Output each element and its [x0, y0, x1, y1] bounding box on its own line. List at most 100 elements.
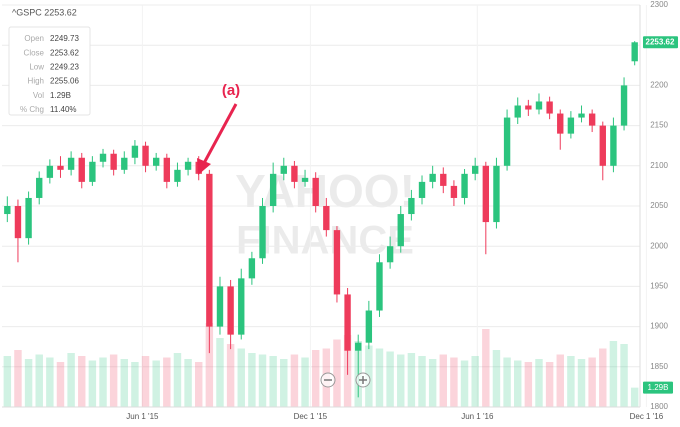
y-tick-label: 2300 — [650, 0, 668, 9]
y-tick-label: 1900 — [650, 322, 668, 331]
info-label: High — [28, 77, 44, 86]
info-label: % Chg — [20, 105, 44, 114]
candle-body — [227, 286, 234, 335]
candle-body — [248, 258, 256, 279]
candle-body — [386, 246, 394, 263]
volume-bar — [620, 344, 628, 407]
volume-bar — [280, 359, 288, 407]
volume-bar — [524, 362, 533, 407]
y-tick-label: 1850 — [650, 362, 668, 371]
candle-body — [546, 101, 553, 114]
volume-bar — [460, 360, 469, 407]
info-value: 2249.73 — [50, 34, 79, 43]
candle-body — [471, 165, 479, 174]
candle-body — [610, 125, 617, 166]
y-tick-label: 2100 — [650, 161, 668, 170]
volume-bar — [311, 350, 320, 407]
price-badge — [643, 36, 678, 49]
volume-bar — [67, 353, 75, 407]
volume-bar — [35, 354, 43, 407]
candle-body — [216, 286, 224, 327]
volume-bar — [3, 356, 12, 407]
volume-bar — [237, 348, 245, 407]
candle-body — [121, 157, 128, 170]
volume-bar — [407, 353, 416, 407]
candle-body — [46, 165, 54, 178]
volume-bar — [120, 359, 129, 407]
candle-body — [78, 157, 85, 182]
x-tick-label: Dec 1 '15 — [294, 412, 328, 421]
annotation: (a) — [222, 82, 240, 99]
candle-body — [152, 157, 160, 166]
candle-body — [333, 230, 341, 295]
volume-bar — [556, 354, 564, 407]
volume-bar — [609, 341, 618, 407]
candle-body — [301, 177, 309, 182]
zoom-out[interactable] — [320, 372, 336, 388]
candle-body — [557, 113, 564, 134]
grid — [2, 4, 647, 408]
info-value: 2249.23 — [50, 63, 79, 72]
info-value: 2253.62 — [50, 48, 79, 57]
candle-body — [312, 177, 319, 206]
candle-body — [620, 85, 628, 126]
volume-bar — [56, 362, 65, 407]
volume-bar — [141, 356, 150, 407]
candle-body — [142, 145, 149, 166]
volume-bar — [152, 360, 160, 407]
volume-bar — [88, 360, 97, 407]
volume-bar — [375, 348, 384, 407]
volume-bar — [630, 387, 639, 407]
volume-bar — [24, 359, 33, 407]
candle-body — [280, 165, 287, 174]
volume-bar — [513, 360, 522, 407]
volume-bar — [99, 357, 107, 407]
candle-body — [99, 153, 107, 162]
candle-body — [206, 173, 213, 327]
volume-bar — [226, 344, 235, 407]
volume-bar — [333, 339, 341, 407]
info-rows: Open 2249.73 Close 2253.62 Low 2249.23 High 225… — [20, 34, 79, 114]
candle-body — [578, 113, 585, 118]
volume-bar — [386, 351, 394, 407]
candle-body — [67, 157, 75, 170]
volume-bar — [418, 356, 426, 407]
candle-body — [291, 165, 298, 182]
volume-bar — [173, 353, 182, 407]
candle-body — [14, 206, 22, 239]
candle-body — [631, 42, 638, 62]
chart-header: ^GSPC 2253.62 — [12, 7, 77, 17]
candle-body — [482, 165, 490, 223]
zoom-in[interactable] — [355, 372, 371, 388]
volume-badge — [643, 381, 673, 394]
y-tick-label: 2150 — [650, 121, 668, 130]
info-label: Open — [24, 34, 44, 43]
candle-body — [355, 342, 362, 351]
info-value: 2255.06 — [50, 77, 79, 86]
info-value: 11.40% — [50, 105, 77, 114]
annotation-arrow — [197, 103, 238, 175]
x-tick-label: Jun 1 '15 — [126, 412, 159, 421]
volume-bar — [248, 353, 256, 407]
volume-bar — [428, 359, 437, 407]
candle-body — [525, 105, 532, 110]
candle-body — [418, 181, 426, 198]
y-tick-label: 2000 — [650, 241, 668, 250]
candle-body — [25, 197, 32, 239]
candle-body — [89, 161, 96, 182]
info-label: Low — [29, 63, 44, 72]
volume-bar — [163, 357, 171, 407]
volume-bar — [492, 350, 501, 407]
y-tick-label: 2050 — [650, 201, 668, 210]
candle-body — [376, 262, 383, 311]
arrow-head — [197, 158, 211, 175]
info-label: Vol — [33, 91, 44, 100]
candle-body — [238, 278, 245, 335]
volume-bar — [545, 362, 554, 407]
volume-badge-label: 1.29B — [648, 383, 669, 392]
volume-bar — [194, 362, 203, 407]
candle-body — [163, 157, 171, 182]
candle-body — [514, 105, 521, 118]
